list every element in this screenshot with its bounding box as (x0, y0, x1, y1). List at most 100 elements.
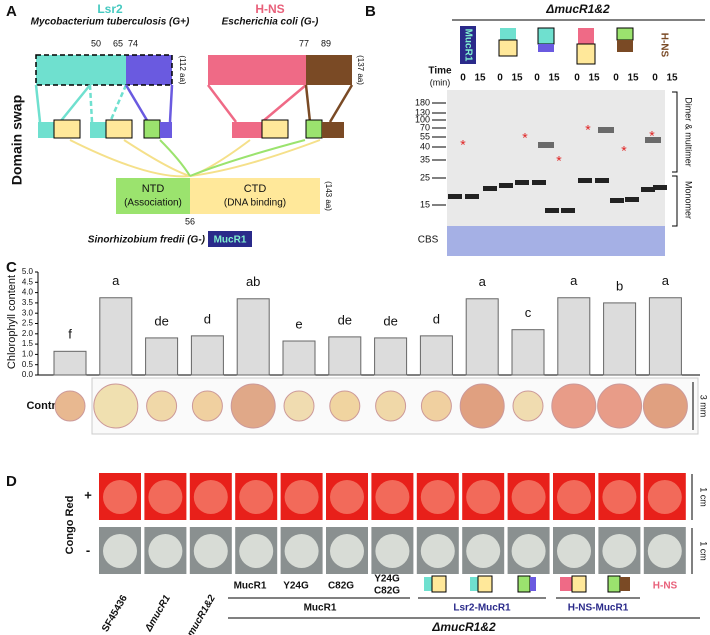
bar (419, 335, 453, 376)
time-value: 0 (534, 73, 540, 84)
colony (466, 480, 501, 514)
residue: 50 (91, 38, 101, 48)
asterisk: * (460, 137, 466, 153)
significance-letter: a (662, 273, 670, 288)
colony (284, 534, 319, 568)
hns-name: H-NS (255, 2, 284, 16)
band (641, 187, 655, 192)
bar (145, 337, 179, 376)
time-value: 15 (666, 73, 678, 84)
colony (511, 534, 546, 568)
side-title: Domain swap (9, 95, 25, 185)
significance-letter: a (479, 274, 487, 289)
residue: 74 (128, 38, 138, 48)
bar (236, 298, 270, 376)
ntd (116, 178, 190, 214)
colony (330, 480, 364, 514)
time-value: 0 (574, 73, 580, 84)
bar (53, 350, 87, 376)
colony (146, 390, 178, 422)
band (595, 178, 609, 183)
significance-letter: d (204, 311, 211, 326)
marker-label: 180 (415, 97, 430, 107)
colony (283, 390, 315, 422)
colony (602, 534, 637, 568)
length: (112 aa) (178, 55, 187, 85)
mutant-label: C82G (374, 586, 400, 597)
time-value: 15 (511, 73, 523, 84)
ntd-label: NTD (142, 183, 165, 195)
significance-letter: c (525, 305, 532, 320)
lsr2-ntd (36, 55, 126, 85)
band (532, 180, 546, 185)
stain: Congo Red (64, 496, 76, 555)
y-tick-label: 2.0 (22, 329, 34, 338)
marker-label: 25 (420, 172, 430, 182)
lsr2-organism: Mycobacterium tuberculosis (G+) (31, 17, 190, 28)
asterisk: * (585, 122, 591, 138)
colony (93, 383, 139, 429)
significance-letter: de (154, 313, 168, 328)
y-axis-label: Chlorophyll content (6, 275, 18, 369)
marker-label: 70 (420, 122, 430, 132)
y-tick-label: 0.5 (22, 360, 34, 369)
panel-label: B (365, 3, 376, 20)
ctd-label: CTD (244, 183, 267, 195)
bar (282, 340, 316, 376)
colony (103, 480, 137, 514)
bar (190, 335, 224, 376)
mutant-label: MucR1 (234, 581, 267, 592)
significance-letter: d (433, 311, 440, 326)
mucr1-tag (208, 231, 252, 247)
colony (193, 534, 228, 568)
band (515, 180, 529, 185)
group-label: MucR1 (304, 603, 337, 614)
marker-label: 130 (415, 107, 430, 117)
strain-label: ΔmucR1 (143, 593, 173, 634)
y-tick-label: 1.0 (22, 350, 34, 359)
panel-label: A (6, 3, 17, 20)
time-value: 0 (613, 73, 619, 84)
colony (330, 534, 364, 568)
lane-label: H-NS (658, 33, 669, 58)
mutant-label: H-NS (653, 581, 678, 592)
time-value: 0 (497, 73, 503, 84)
colony (647, 480, 682, 514)
colony (193, 480, 228, 514)
significance-letter: ab (246, 274, 260, 289)
band (499, 183, 513, 188)
marker-label: 35 (420, 154, 430, 164)
hns-ntd (208, 55, 306, 85)
band (561, 208, 575, 213)
marker-label: 55 (420, 131, 430, 141)
monomer-label: Monomer (684, 181, 694, 219)
gel (447, 90, 665, 226)
asterisk: * (556, 153, 562, 169)
colony (602, 480, 637, 514)
y-tick-label: 4.0 (22, 288, 34, 297)
significance-letter: a (570, 273, 578, 288)
asterisk: * (621, 143, 627, 159)
band (545, 208, 559, 213)
bar (328, 336, 362, 376)
asterisk: * (522, 130, 528, 146)
significance-letter: e (295, 316, 302, 331)
bar (99, 297, 133, 376)
band (448, 194, 462, 199)
plates (99, 473, 686, 574)
hns-organism: Escherichia coli (G-) (222, 17, 319, 28)
marker-label: 15 (420, 199, 430, 209)
colony (511, 480, 546, 514)
plus: + (84, 487, 92, 502)
group-label: H-NS-MucR1 (568, 603, 629, 614)
panel-label: C (6, 259, 17, 276)
scale: 3 mm (699, 395, 709, 418)
residue: 77 (299, 38, 309, 48)
strain-label: ΔmucR1&2 (181, 593, 218, 635)
bar (374, 337, 408, 376)
bar (557, 297, 591, 376)
residue: 89 (321, 38, 331, 48)
colony (375, 480, 410, 514)
band (483, 186, 497, 191)
marker-label: 100 (415, 114, 430, 124)
